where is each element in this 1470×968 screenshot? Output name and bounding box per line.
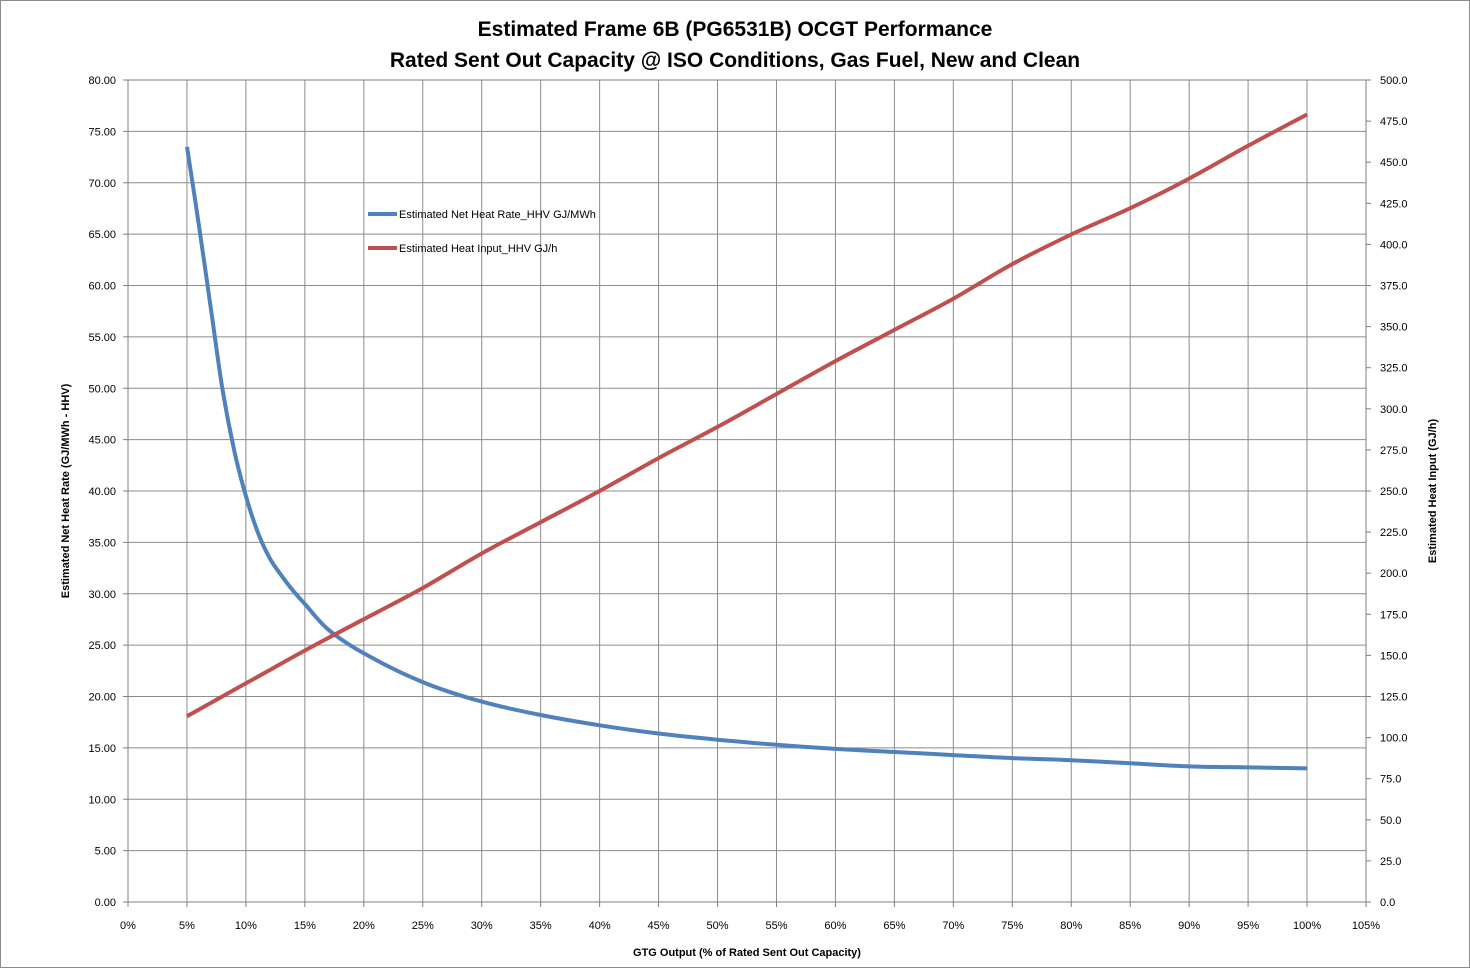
y-left-tick-label: 45.00: [88, 435, 116, 447]
x-tick-label: 5%: [179, 920, 195, 932]
gridlines: [123, 79, 1371, 907]
legend: Estimated Net Heat Rate_HHV GJ/MWh Estima…: [368, 209, 596, 255]
x-tick-label: 35%: [530, 920, 552, 932]
y-left-tick-label: 55.00: [88, 332, 116, 344]
y-right-tick-label: 200.0: [1380, 568, 1408, 580]
x-tick-label: 50%: [707, 920, 729, 932]
y-right-tick-label: 225.0: [1380, 527, 1408, 539]
y-left-tick-label: 35.00: [88, 537, 116, 549]
y-left-tick-label: 40.00: [88, 486, 116, 498]
x-tick-label: 65%: [883, 920, 905, 932]
x-tick-label: 30%: [471, 920, 493, 932]
x-tick-label: 60%: [824, 920, 846, 932]
x-tick-label: 55%: [765, 920, 787, 932]
plot-area: [127, 79, 1367, 903]
y-left-tick-label: 30.00: [88, 589, 116, 601]
y-right-tick-label: 25.0: [1380, 856, 1401, 868]
y-left-tick-label: 70.00: [88, 178, 116, 190]
x-tick-label: 90%: [1178, 920, 1200, 932]
x-tick-label: 95%: [1237, 920, 1259, 932]
y-right-tick-label: 350.0: [1380, 322, 1408, 334]
y-left-tick-label: 50.00: [88, 383, 116, 395]
y-right-tick-label: 325.0: [1380, 363, 1408, 375]
y-left-tick-label: 65.00: [88, 229, 116, 241]
y-right-tick-label: 0.0: [1380, 897, 1395, 909]
y-left-tick-label: 20.00: [88, 692, 116, 704]
y-left-tick-label: 5.00: [95, 846, 116, 858]
y-right-tick-label: 375.0: [1380, 281, 1408, 293]
legend-label: Estimated Net Heat Rate_HHV GJ/MWh: [399, 209, 596, 221]
x-tick-label: 100%: [1293, 920, 1321, 932]
y-right-tick-label: 175.0: [1380, 609, 1408, 621]
y-left-tick-label: 75.00: [88, 126, 116, 138]
chart-title: Estimated Frame 6B (PG6531B) OCGT Perfor…: [478, 18, 993, 41]
series-line-net-heat-rate: [185, 146, 1308, 771]
y-right-tick-label: 425.0: [1380, 198, 1408, 210]
y-left-tick-label: 60.00: [88, 281, 116, 293]
y-left-tick-label: 0.00: [95, 897, 116, 909]
x-tick-label: 10%: [235, 920, 257, 932]
x-tick-label: 80%: [1060, 920, 1082, 932]
y-left-axis-title: Estimated Net Heat Rate (GJ/MWh - HHV): [60, 383, 72, 598]
x-tick-label: 15%: [294, 920, 316, 932]
y-left-tick-label: 80.00: [88, 75, 116, 87]
y-right-tick-labels: 0.0 25.0 50.0 75.0 100.0 125.0 150.0 175.0 200.0…: [1380, 75, 1408, 909]
y-right-tick-label: 150.0: [1380, 650, 1408, 662]
x-axis-title: GTG Output (% of Rated Sent Out Capacity…: [633, 947, 861, 959]
y-right-tick-label: 275.0: [1380, 445, 1408, 457]
series-lines: [185, 112, 1308, 771]
x-tick-labels: 0% 5% 10% 15% 20% 25% 30% 35% 40% 45% 50% 55% 60% 65%…: [120, 920, 1380, 932]
y-right-axis-title: Estimated Heat Input (GJ/h): [1427, 419, 1439, 564]
x-tick-label: 25%: [412, 920, 434, 932]
chart-subtitle: Rated Sent Out Capacity @ ISO Conditions…: [390, 49, 1080, 72]
y-left-tick-label: 25.00: [88, 640, 116, 652]
y-right-tick-label: 75.0: [1380, 774, 1401, 786]
y-left-tick-label: 15.00: [88, 743, 116, 755]
y-right-tick-label: 250.0: [1380, 486, 1408, 498]
y-right-tick-label: 300.0: [1380, 404, 1408, 416]
legend-label: Estimated Heat Input_HHV GJ/h: [399, 243, 557, 255]
x-tick-label: 40%: [589, 920, 611, 932]
x-tick-label: 20%: [353, 920, 375, 932]
y-right-tick-label: 100.0: [1380, 733, 1408, 745]
y-right-tick-label: 125.0: [1380, 692, 1408, 704]
x-tick-label: 105%: [1352, 920, 1380, 932]
x-tick-label: 0%: [120, 920, 136, 932]
y-right-tick-label: 400.0: [1380, 239, 1408, 251]
y-right-tick-label: 500.0: [1380, 75, 1408, 87]
series-line-heat-input: [186, 112, 1308, 718]
x-tick-label: 45%: [648, 920, 670, 932]
y-right-tick-label: 475.0: [1380, 116, 1408, 128]
y-left-tick-label: 10.00: [88, 794, 116, 806]
y-right-tick-label: 50.0: [1380, 815, 1401, 827]
x-tick-label: 70%: [942, 920, 964, 932]
x-tick-label: 75%: [1001, 920, 1023, 932]
x-tick-label: 85%: [1119, 920, 1141, 932]
y-right-tick-label: 450.0: [1380, 157, 1408, 169]
y-left-tick-labels: 0.00 5.00 10.00 15.00 20.00 25.00 30.00 35.00 40…: [88, 75, 116, 909]
